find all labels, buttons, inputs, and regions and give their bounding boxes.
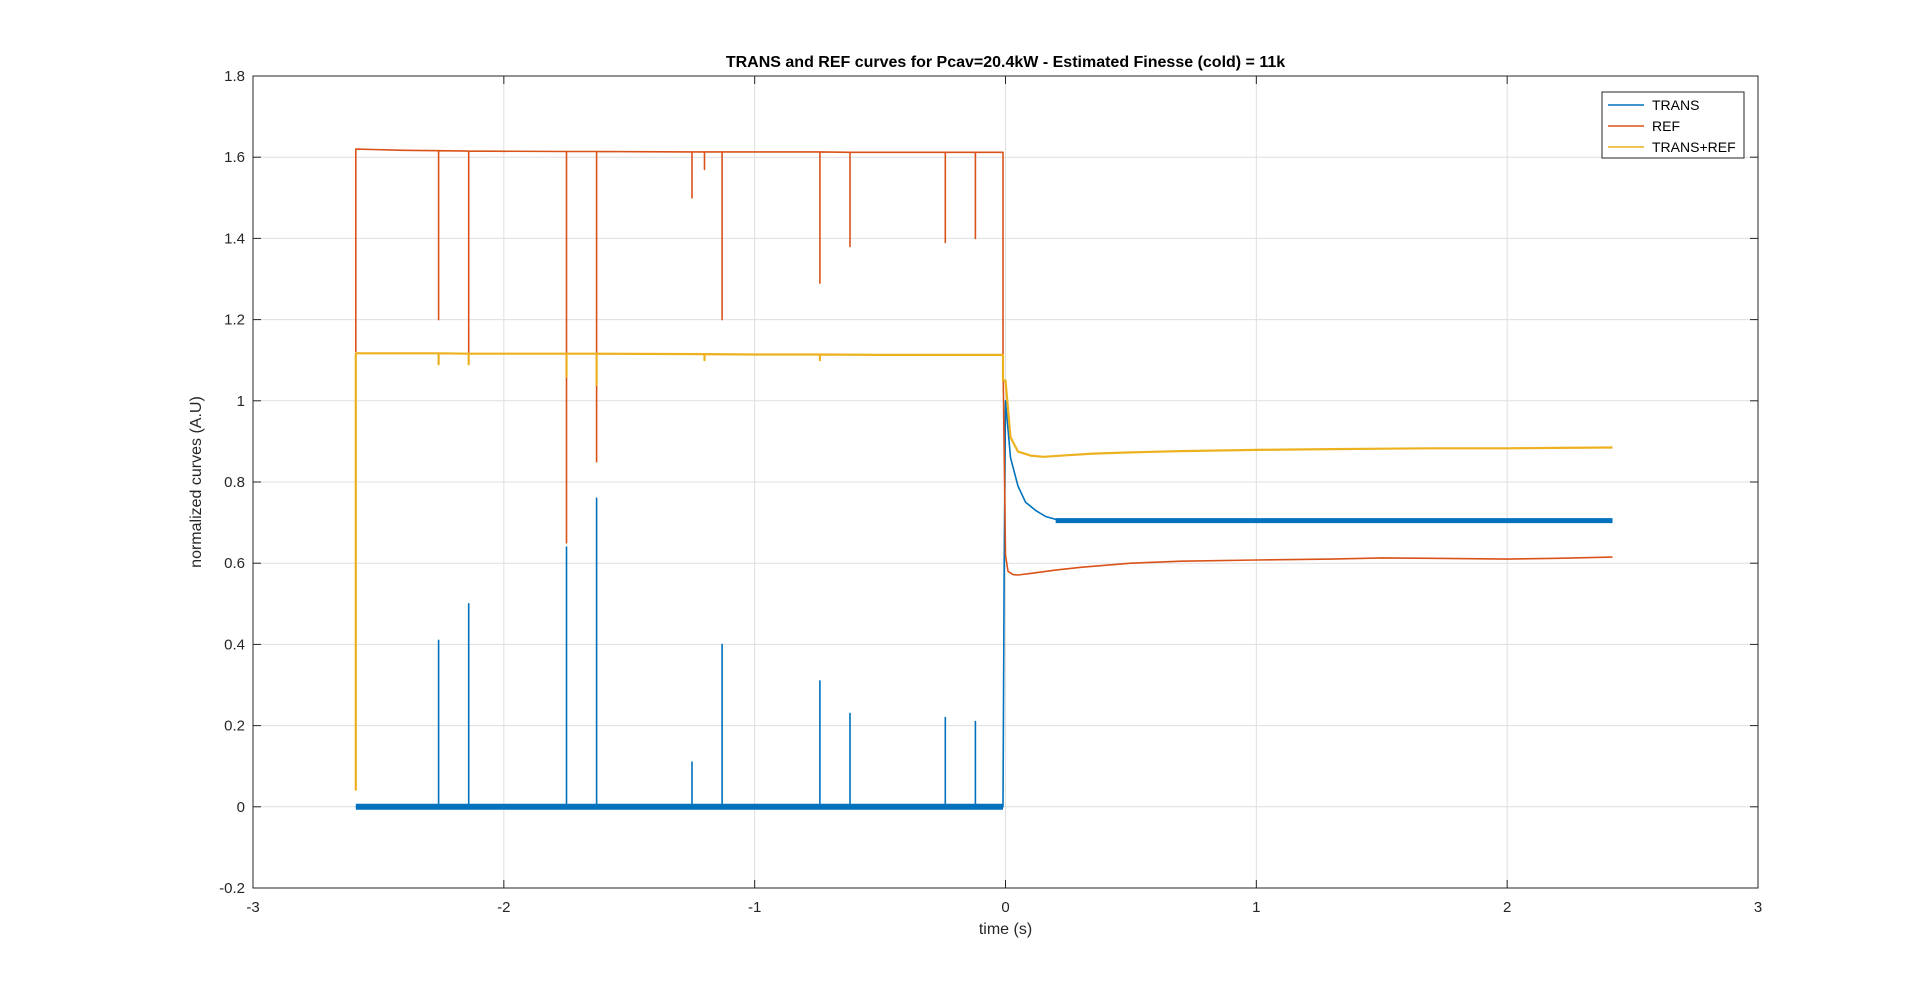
y-tick-label: -0.2	[219, 880, 245, 897]
y-tick-label: 1.4	[224, 230, 245, 247]
series-line-trans-ref	[354, 352, 1613, 791]
x-tick-label: 3	[1754, 899, 1762, 916]
series-line-ref	[354, 148, 1613, 576]
y-axis-label: normalized curves (A.U)	[188, 396, 205, 568]
legend-label: REF	[1652, 118, 1680, 134]
x-tick-label: -2	[497, 899, 510, 916]
x-tick-label: -3	[246, 899, 259, 916]
y-tick-label: 0.8	[224, 474, 245, 491]
legend: TRANS REF TRANS+REF	[1601, 91, 1745, 159]
plot-area: -3 -2 -1 0 1 2 3 -0.2 0 0.2 0.4 0.6 0.8 1 1.2 1.4 1.6 1.8	[219, 68, 1762, 916]
legend-entries: TRANS REF TRANS+REF	[1608, 97, 1736, 155]
y-tick-label: 1.8	[224, 68, 245, 85]
y-tick-label: 0.2	[224, 718, 245, 735]
legend-label: TRANS	[1652, 97, 1699, 113]
y-tick-label: 1.6	[224, 149, 245, 166]
y-tick-label: 0	[237, 799, 245, 816]
tick-labels: -3 -2 -1 0 1 2 3 -0.2 0 0.2 0.4 0.6 0.8 1 1.2 1.4 1.6 1.8	[219, 68, 1762, 916]
y-tick-label: 0.6	[224, 555, 245, 572]
y-tick-label: 1.2	[224, 312, 245, 329]
y-tick-label: 1	[237, 393, 245, 410]
tick-marks	[252, 75, 1759, 889]
x-tick-label: -1	[748, 899, 761, 916]
chart-title: TRANS and REF curves for Pcav=20.4kW - E…	[726, 54, 1285, 71]
x-tick-label: 1	[1252, 899, 1260, 916]
legend-label: TRANS+REF	[1652, 139, 1736, 155]
x-tick-label: 0	[1001, 899, 1009, 916]
x-tick-label: 2	[1503, 899, 1511, 916]
x-axis-label: time (s)	[979, 921, 1032, 938]
series-layer	[354, 148, 1613, 810]
y-tick-label: 0.4	[224, 636, 245, 653]
